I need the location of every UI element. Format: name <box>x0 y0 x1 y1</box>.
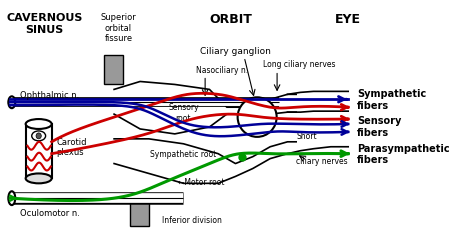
Text: Sensory
root: Sensory root <box>168 103 199 122</box>
Ellipse shape <box>36 133 41 139</box>
Ellipse shape <box>25 174 52 184</box>
Text: Ophthalmic n.: Ophthalmic n. <box>20 91 80 100</box>
Text: ORBIT: ORBIT <box>210 13 253 26</box>
Text: Sympathetic
fibers: Sympathetic fibers <box>357 89 426 111</box>
Bar <box>130 198 149 226</box>
Text: Parasympathetic
fibers: Parasympathetic fibers <box>357 143 450 165</box>
Text: EYE: EYE <box>335 13 361 26</box>
Text: Long ciliary nerves: Long ciliary nerves <box>263 60 336 68</box>
Ellipse shape <box>25 120 52 130</box>
Text: CAVERNOUS
SINUS: CAVERNOUS SINUS <box>6 13 83 35</box>
Text: Nasociliary n.: Nasociliary n. <box>197 65 248 74</box>
Text: Ciliary ganglion: Ciliary ganglion <box>200 46 271 56</box>
Text: Sympathetic root: Sympathetic root <box>150 150 217 158</box>
Text: ciliary nerves: ciliary nerves <box>296 156 348 166</box>
Ellipse shape <box>32 132 46 141</box>
Text: Carotid
plexus: Carotid plexus <box>56 138 86 157</box>
Text: Sensory
fibers: Sensory fibers <box>357 116 401 137</box>
Text: ←Motor root: ←Motor root <box>177 177 224 186</box>
Bar <box>104 56 123 85</box>
Text: Superior
orbital
fissure: Superior orbital fissure <box>101 13 136 43</box>
Text: Inferior division: Inferior division <box>162 216 222 224</box>
Text: Oculomotor n.: Oculomotor n. <box>20 208 81 217</box>
Bar <box>25 124 52 179</box>
Ellipse shape <box>238 98 277 137</box>
Ellipse shape <box>8 192 15 205</box>
Ellipse shape <box>8 97 15 109</box>
Text: Short: Short <box>296 132 317 141</box>
